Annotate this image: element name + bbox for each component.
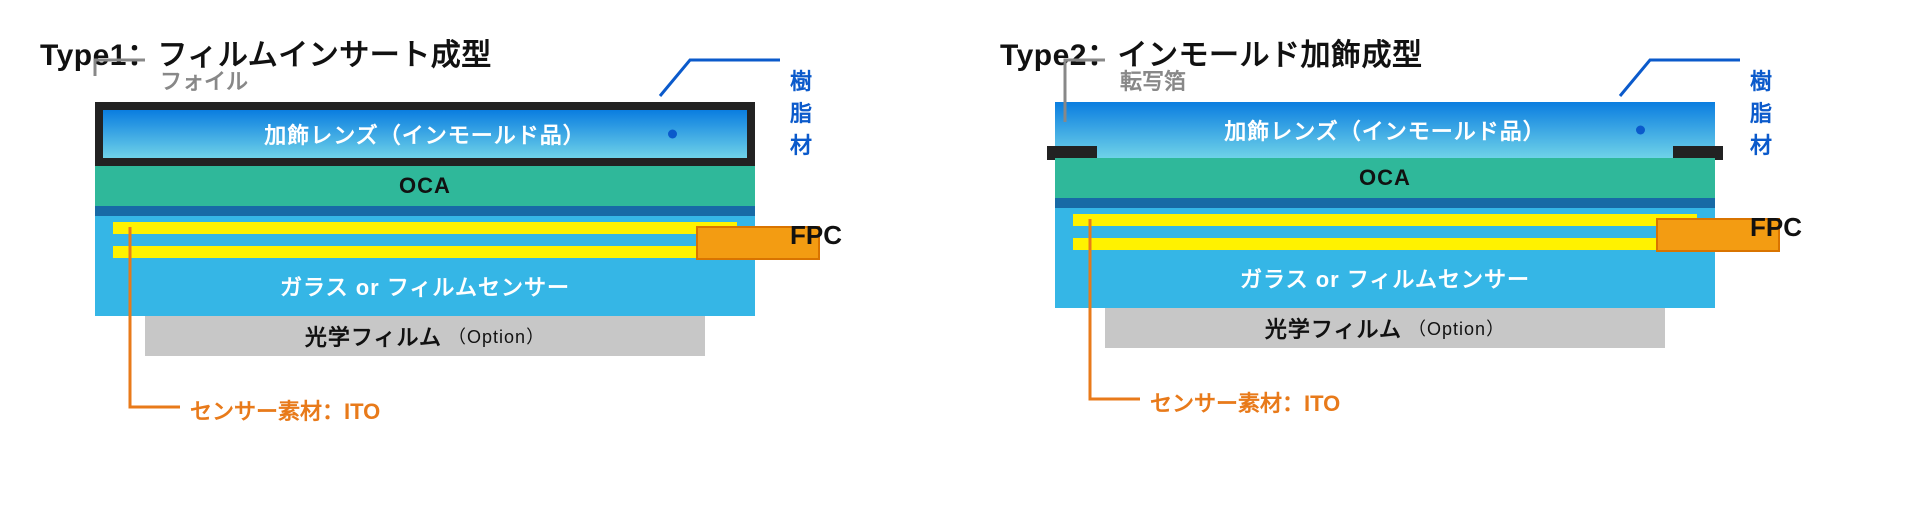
layer-sensor: ガラス or フィルムセンサー (1055, 198, 1715, 308)
callout-ito: センサー素材：ITO (1150, 386, 1340, 418)
film-option: （Option） (1408, 315, 1505, 341)
layer-sensor: ガラス or フィルムセンサー (95, 206, 755, 316)
lens-label: 加飾レンズ（インモールド品） (264, 118, 586, 150)
film-label: 光学フィルム (305, 320, 442, 352)
film-label: 光学フィルム (1265, 312, 1402, 344)
sensor-label: ガラス or フィルムセンサー (1055, 262, 1715, 294)
film-option: （Option） (448, 323, 545, 349)
ito-line-1 (113, 222, 737, 234)
callout-transfer-foil: 転写箔 (1120, 64, 1186, 96)
layer-oca: OCA (95, 166, 755, 206)
oca-label: OCA (399, 173, 451, 199)
ito-line-2 (1073, 238, 1697, 250)
layer-lens: 加飾レンズ（インモールド品） (1055, 102, 1715, 158)
layer-oca: OCA (1055, 158, 1715, 198)
callout-fpc: FPC (790, 220, 842, 251)
sensor-label: ガラス or フィルムセンサー (95, 270, 755, 302)
layer-optical-film: 光学フィルム （Option） (1105, 308, 1665, 348)
ito-line-2 (113, 246, 737, 258)
layer-optical-film: 光学フィルム （Option） (145, 316, 705, 356)
ito-line-1 (1073, 214, 1697, 226)
callout-ito: センサー素材：ITO (190, 394, 380, 426)
callout-resin: 樹脂材 (1750, 64, 1772, 160)
callout-foil: フォイル (160, 64, 248, 96)
callout-resin: 樹脂材 (790, 64, 812, 160)
lens-label: 加飾レンズ（インモールド品） (1224, 114, 1546, 146)
oca-label: OCA (1359, 165, 1411, 191)
panel-type1: Type1：フィルムインサート成型 加飾レンズ（インモールド品） OCA ガラス… (40, 30, 870, 356)
resin-dot (668, 130, 677, 139)
resin-dot (1636, 126, 1645, 135)
layer-lens: 加飾レンズ（インモールド品） (103, 110, 747, 158)
foil-frame: 加飾レンズ（インモールド品） (95, 102, 755, 166)
panel-type2: Type2：インモールド加飾成型 加飾レンズ（インモールド品） OCA ガラス … (1000, 30, 1830, 356)
diagram-row: Type1：フィルムインサート成型 加飾レンズ（インモールド品） OCA ガラス… (0, 0, 1920, 396)
stack-type2: 加飾レンズ（インモールド品） OCA ガラス or フィルムセンサー 光学フィル… (1055, 102, 1715, 348)
callout-fpc: FPC (1750, 212, 1802, 243)
stack-type1: 加飾レンズ（インモールド品） OCA ガラス or フィルムセンサー 光学フィル… (95, 102, 755, 356)
